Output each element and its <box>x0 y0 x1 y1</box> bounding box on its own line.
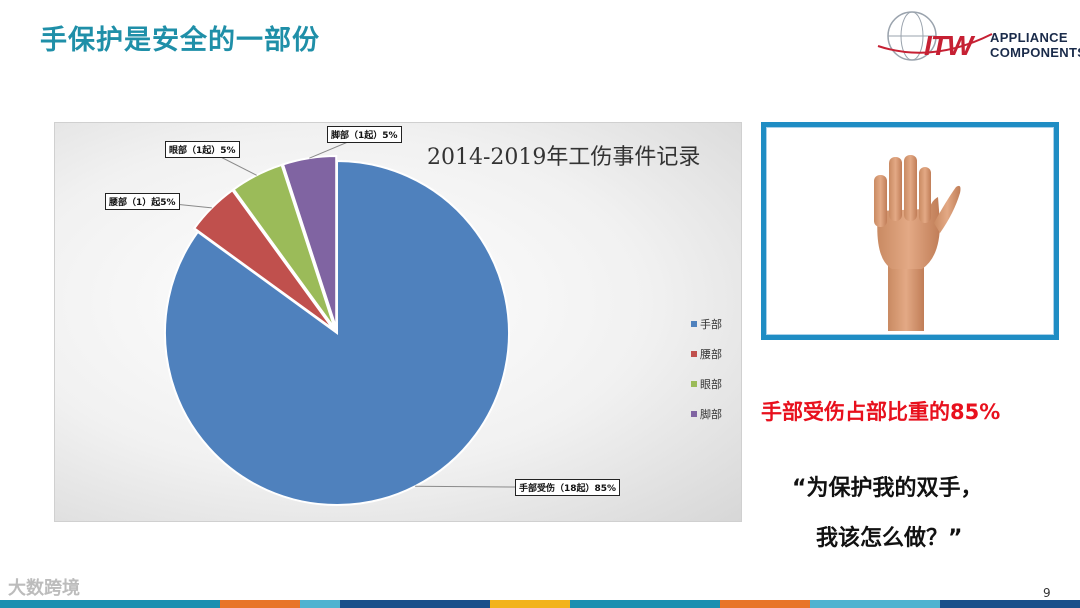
legend-label: 脚部 <box>700 408 722 421</box>
data-label-2: 眼部（1起）5% <box>165 141 240 158</box>
bottom-color-bar <box>0 600 1080 608</box>
highlight-statistic: 手部受伤占部比重的85% <box>761 400 1001 424</box>
legend-item: 手部 <box>691 309 722 339</box>
quote-line2: 我该怎么做？” <box>816 526 963 551</box>
raised-hand-image <box>766 127 1054 335</box>
chart-title: 2014-2019年工伤事件记录 <box>427 145 701 170</box>
legend-swatch <box>691 351 697 357</box>
data-label-3: 脚部（1起）5% <box>327 126 402 143</box>
legend-label: 眼部 <box>700 378 722 391</box>
slide-title: 手保护是安全的一部份 <box>40 25 320 56</box>
logo-line1: APPLIANCE <box>990 30 1068 45</box>
data-label-1: 腰部（1）起5% <box>105 193 180 210</box>
globe-icon <box>877 11 993 61</box>
legend-swatch <box>691 411 697 417</box>
legend-swatch <box>691 381 697 387</box>
pie-chart: 2014-2019年工伤事件记录 手部受伤（18起）85% 腰部（1）起5% 眼部（… <box>54 122 742 522</box>
bottom-bar-segment <box>340 600 490 608</box>
bottom-bar-segment <box>220 600 300 608</box>
pie-slice-2 <box>232 163 336 330</box>
hand-photo-frame <box>761 122 1059 340</box>
bottom-bar-segment <box>110 600 220 608</box>
leader-line-0 <box>415 485 516 488</box>
legend-item: 眼部 <box>691 369 722 399</box>
pie-slice-3 <box>281 155 338 329</box>
page-number: 9 <box>1043 586 1051 600</box>
pie-slice-0 <box>164 159 510 506</box>
bottom-bar-segment <box>0 600 110 608</box>
legend-item: 脚部 <box>691 399 722 429</box>
bottom-bar-segment <box>300 600 340 608</box>
watermark: 大数跨境 <box>8 578 80 599</box>
chart-legend: 手部 腰部 眼部 脚部 <box>691 309 722 429</box>
quote-line1: “为保护我的双手， <box>792 476 983 501</box>
legend-label: 腰部 <box>700 348 722 361</box>
pie-slice-1 <box>192 188 335 331</box>
bottom-bar-segment <box>810 600 940 608</box>
bottom-bar-segment <box>940 600 1080 608</box>
legend-swatch <box>691 321 697 327</box>
legend-label: 手部 <box>700 318 722 331</box>
logo-brand: ITW <box>924 30 973 61</box>
pie-svg <box>144 133 516 506</box>
bottom-bar-segment <box>570 600 720 608</box>
bottom-bar-segment <box>720 600 810 608</box>
logo-line2: COMPONENTS <box>990 45 1080 60</box>
data-label-0: 手部受伤（18起）85% <box>515 479 621 496</box>
raised-hand-icon <box>874 155 961 331</box>
legend-item: 腰部 <box>691 339 722 369</box>
itw-logo: ITW APPLIANCE COMPONENTS <box>872 4 1080 66</box>
bottom-bar-segment <box>490 600 570 608</box>
